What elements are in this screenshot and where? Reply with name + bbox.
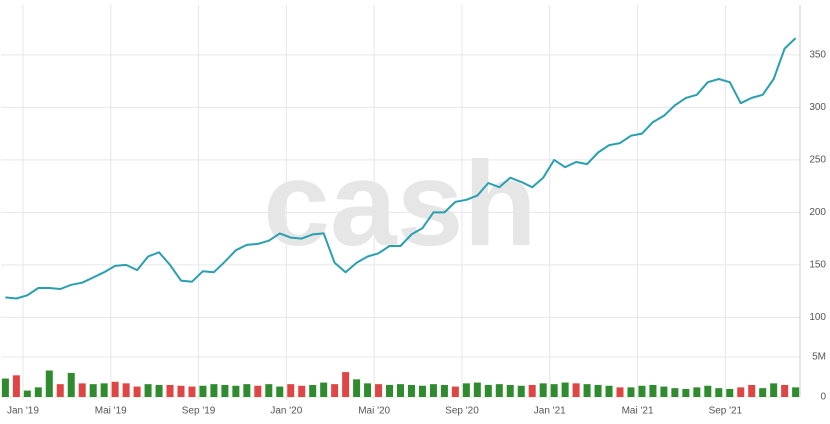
volume-bar — [177, 385, 185, 397]
y-tick-label: 100 — [809, 312, 826, 323]
volume-bar — [627, 387, 635, 397]
volume-bar — [232, 385, 240, 397]
volume-bar — [704, 385, 712, 397]
volume-bar — [605, 385, 613, 397]
y2-tick-label: 5M — [812, 351, 826, 362]
volume-bar — [781, 384, 789, 397]
volume-bar — [67, 372, 75, 397]
volume-bar — [111, 381, 119, 397]
x-tick-label: Jan '20 — [270, 406, 302, 417]
volume-bar — [342, 372, 350, 397]
volume-bar — [759, 388, 767, 397]
volume-bar — [155, 384, 163, 397]
volume-bar — [418, 385, 426, 397]
volume-bar — [397, 384, 404, 397]
volume-bar — [364, 383, 372, 397]
volume-bar — [726, 388, 734, 397]
y-tick-label: 250 — [809, 155, 826, 166]
x-tick-label: Sep '20 — [445, 406, 479, 417]
volume-bar — [506, 384, 514, 397]
volume-bar — [715, 388, 723, 397]
volume-bar — [133, 386, 141, 397]
volume-bar — [12, 375, 20, 397]
volume-bar — [254, 385, 262, 397]
volume-bar — [78, 383, 86, 397]
y2-tick-label: 0 — [820, 392, 826, 403]
volume-bar — [122, 383, 130, 397]
x-tick-label: Mai '19 — [95, 406, 127, 417]
volume-bar — [495, 384, 503, 397]
volume-bar — [221, 384, 229, 397]
volume-bar — [287, 384, 295, 397]
volume-bar — [473, 382, 481, 397]
volume-bar — [375, 384, 383, 397]
y-tick-label: 350 — [809, 50, 826, 61]
volume-bar — [429, 384, 437, 397]
x-tick-label: Mai '20 — [358, 406, 390, 417]
volume-bar — [309, 384, 317, 397]
volume-bar — [45, 370, 53, 397]
volume-bar — [572, 383, 580, 397]
x-tick-label: Jan '21 — [534, 406, 566, 417]
y-tick-label: 200 — [809, 207, 826, 218]
volume-bar — [144, 384, 152, 397]
volume-bar — [100, 383, 108, 397]
volume-bar — [407, 384, 415, 397]
volume-bar — [770, 383, 778, 397]
volume-bar — [616, 387, 624, 397]
volume-bar — [1, 378, 9, 397]
volume-bar — [34, 387, 42, 397]
volume-bar — [660, 386, 668, 397]
volume-bar — [199, 385, 207, 397]
volume-bar — [386, 384, 394, 397]
volume-bar — [583, 384, 591, 397]
x-tick-label: Sep '19 — [182, 406, 216, 417]
volume-bar — [23, 390, 31, 397]
volume-bar — [682, 388, 690, 397]
volume-bar — [188, 386, 196, 397]
volume-bar — [671, 388, 679, 397]
volume-bar — [484, 384, 492, 397]
volume-bar — [298, 385, 306, 397]
volume-bar — [693, 387, 701, 397]
volume-bar — [649, 384, 657, 397]
volume-bar — [320, 382, 328, 397]
volume-bar — [56, 384, 64, 397]
volume-bar — [638, 385, 646, 397]
y-tick-label: 150 — [809, 260, 826, 271]
volume-bar — [451, 386, 459, 397]
volume-bar — [440, 384, 448, 397]
volume-bar — [517, 385, 525, 397]
price-line — [5, 37, 797, 300]
volume-bar — [539, 383, 547, 397]
x-tick-label: Sep '21 — [709, 406, 743, 417]
volume-bar — [243, 384, 251, 397]
x-tick-label: Mai '21 — [622, 406, 654, 417]
volume-bar — [166, 384, 174, 397]
volume-bar — [353, 379, 361, 397]
volume-bar — [594, 384, 602, 397]
volume-bar — [561, 382, 569, 397]
volume-bar — [462, 383, 470, 397]
volume-bar — [210, 384, 218, 397]
volume-bar — [331, 384, 339, 397]
volume-bar — [748, 384, 756, 397]
volume-bar — [737, 387, 745, 397]
volume-bar — [792, 387, 800, 397]
volume-bar — [89, 384, 97, 397]
volume-bar — [528, 384, 536, 397]
x-tick-label: Jan '19 — [7, 406, 39, 417]
watermark: cash — [263, 137, 537, 271]
y-tick-label: 300 — [809, 102, 826, 113]
volume-bar — [550, 384, 558, 397]
volume-bar — [276, 386, 284, 397]
volume-bar — [265, 384, 273, 397]
